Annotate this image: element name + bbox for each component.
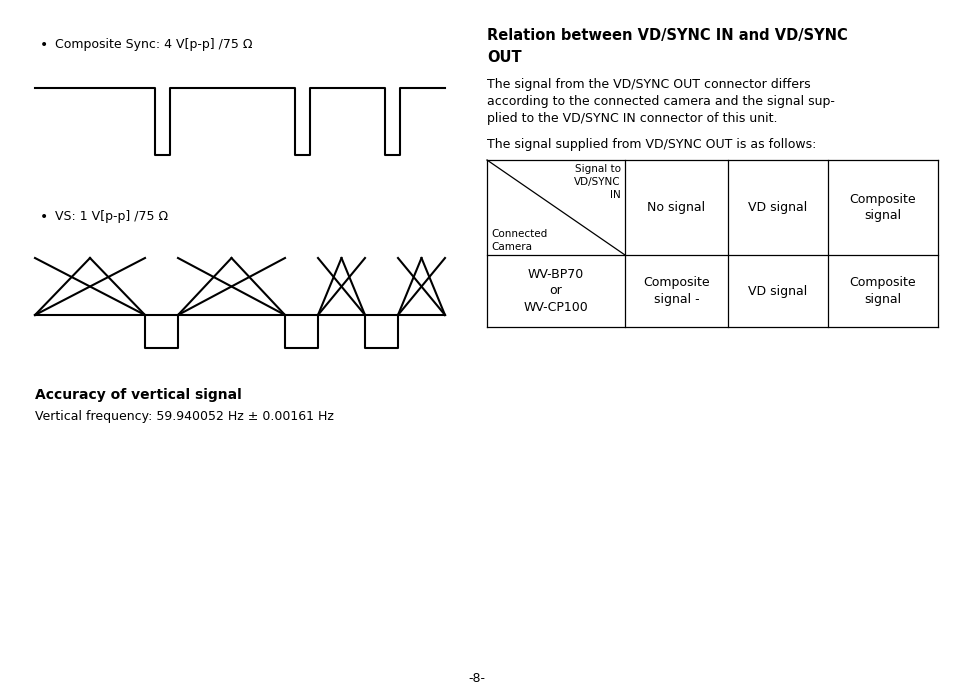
Text: Vertical frequency: 59.940052 Hz ± 0.00161 Hz: Vertical frequency: 59.940052 Hz ± 0.001… (35, 410, 334, 423)
Text: The signal supplied from VD/SYNC OUT is as follows:: The signal supplied from VD/SYNC OUT is … (486, 138, 816, 151)
Text: •: • (40, 38, 49, 52)
Text: plied to the VD/SYNC IN connector of this unit.: plied to the VD/SYNC IN connector of thi… (486, 112, 777, 125)
Text: •: • (40, 210, 49, 224)
Text: Signal to
VD/SYNC
IN: Signal to VD/SYNC IN (574, 164, 620, 199)
Text: Connected
Camera: Connected Camera (491, 229, 547, 252)
Text: -8-: -8- (468, 672, 485, 685)
Text: Composite
signal: Composite signal (849, 193, 915, 222)
Text: Composite Sync: 4 V[p-p] /75 Ω: Composite Sync: 4 V[p-p] /75 Ω (55, 38, 253, 51)
Text: WV-BP70
or
WV-CP100: WV-BP70 or WV-CP100 (523, 268, 588, 314)
Text: No signal: No signal (647, 201, 705, 214)
Text: Accuracy of vertical signal: Accuracy of vertical signal (35, 388, 241, 402)
Text: VD signal: VD signal (747, 284, 807, 298)
Text: according to the connected camera and the signal sup-: according to the connected camera and th… (486, 95, 834, 108)
Text: Composite
signal -: Composite signal - (642, 276, 709, 306)
Text: The signal from the VD/SYNC OUT connector differs: The signal from the VD/SYNC OUT connecto… (486, 78, 810, 91)
Text: Composite
signal: Composite signal (849, 276, 915, 306)
Text: VD signal: VD signal (747, 201, 807, 214)
Text: OUT: OUT (486, 50, 521, 65)
Text: VS: 1 V[p-p] /75 Ω: VS: 1 V[p-p] /75 Ω (55, 210, 168, 223)
Text: Relation between VD/SYNC IN and VD/SYNC: Relation between VD/SYNC IN and VD/SYNC (486, 28, 847, 43)
